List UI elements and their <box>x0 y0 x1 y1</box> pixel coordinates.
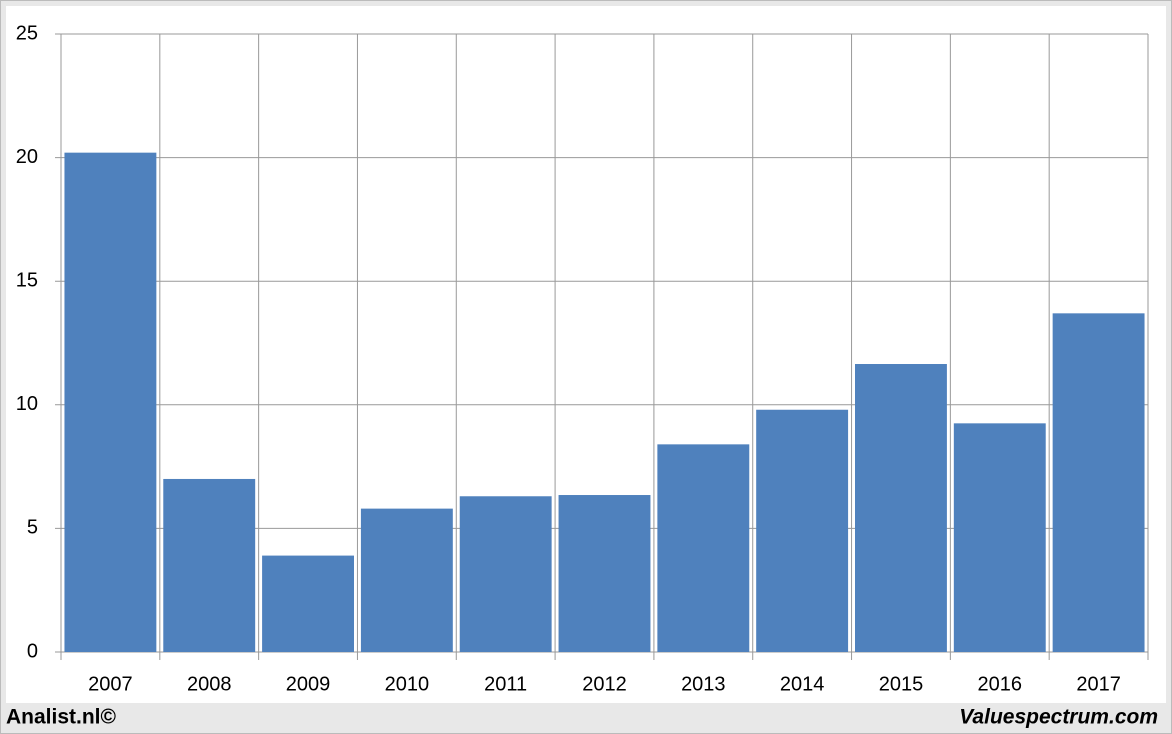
x-tick-label: 2009 <box>286 673 331 695</box>
bar <box>953 423 1046 652</box>
bar <box>262 555 354 652</box>
y-tick-label: 10 <box>16 393 38 415</box>
x-tick-label: 2014 <box>780 673 825 695</box>
bar <box>657 444 750 652</box>
bar <box>756 409 849 652</box>
footer-right: Valuespectrum.com <box>959 706 1158 729</box>
x-tick-label: 2015 <box>879 673 924 695</box>
bar <box>558 495 651 652</box>
y-tick-label: 25 <box>16 22 38 44</box>
bar <box>360 508 453 652</box>
bar <box>459 496 552 652</box>
x-tick-label: 2017 <box>1076 673 1121 695</box>
y-tick-label: 0 <box>27 640 38 662</box>
x-tick-label: 2016 <box>978 673 1023 695</box>
bar <box>163 478 256 652</box>
bar <box>855 364 947 652</box>
y-tick-label: 5 <box>27 517 38 539</box>
bar <box>64 152 157 652</box>
y-tick-label: 15 <box>16 269 38 291</box>
y-tick-label: 20 <box>16 146 38 168</box>
x-tick-label: 2012 <box>582 673 627 695</box>
x-tick-label: 2011 <box>484 673 527 695</box>
x-tick-label: 2010 <box>385 673 430 695</box>
x-tick-label: 2008 <box>187 673 232 695</box>
footer-left: Analist.nl© <box>6 706 117 729</box>
x-tick-label: 2013 <box>681 673 726 695</box>
x-tick-label: 2007 <box>88 673 133 695</box>
bar <box>1052 313 1145 652</box>
